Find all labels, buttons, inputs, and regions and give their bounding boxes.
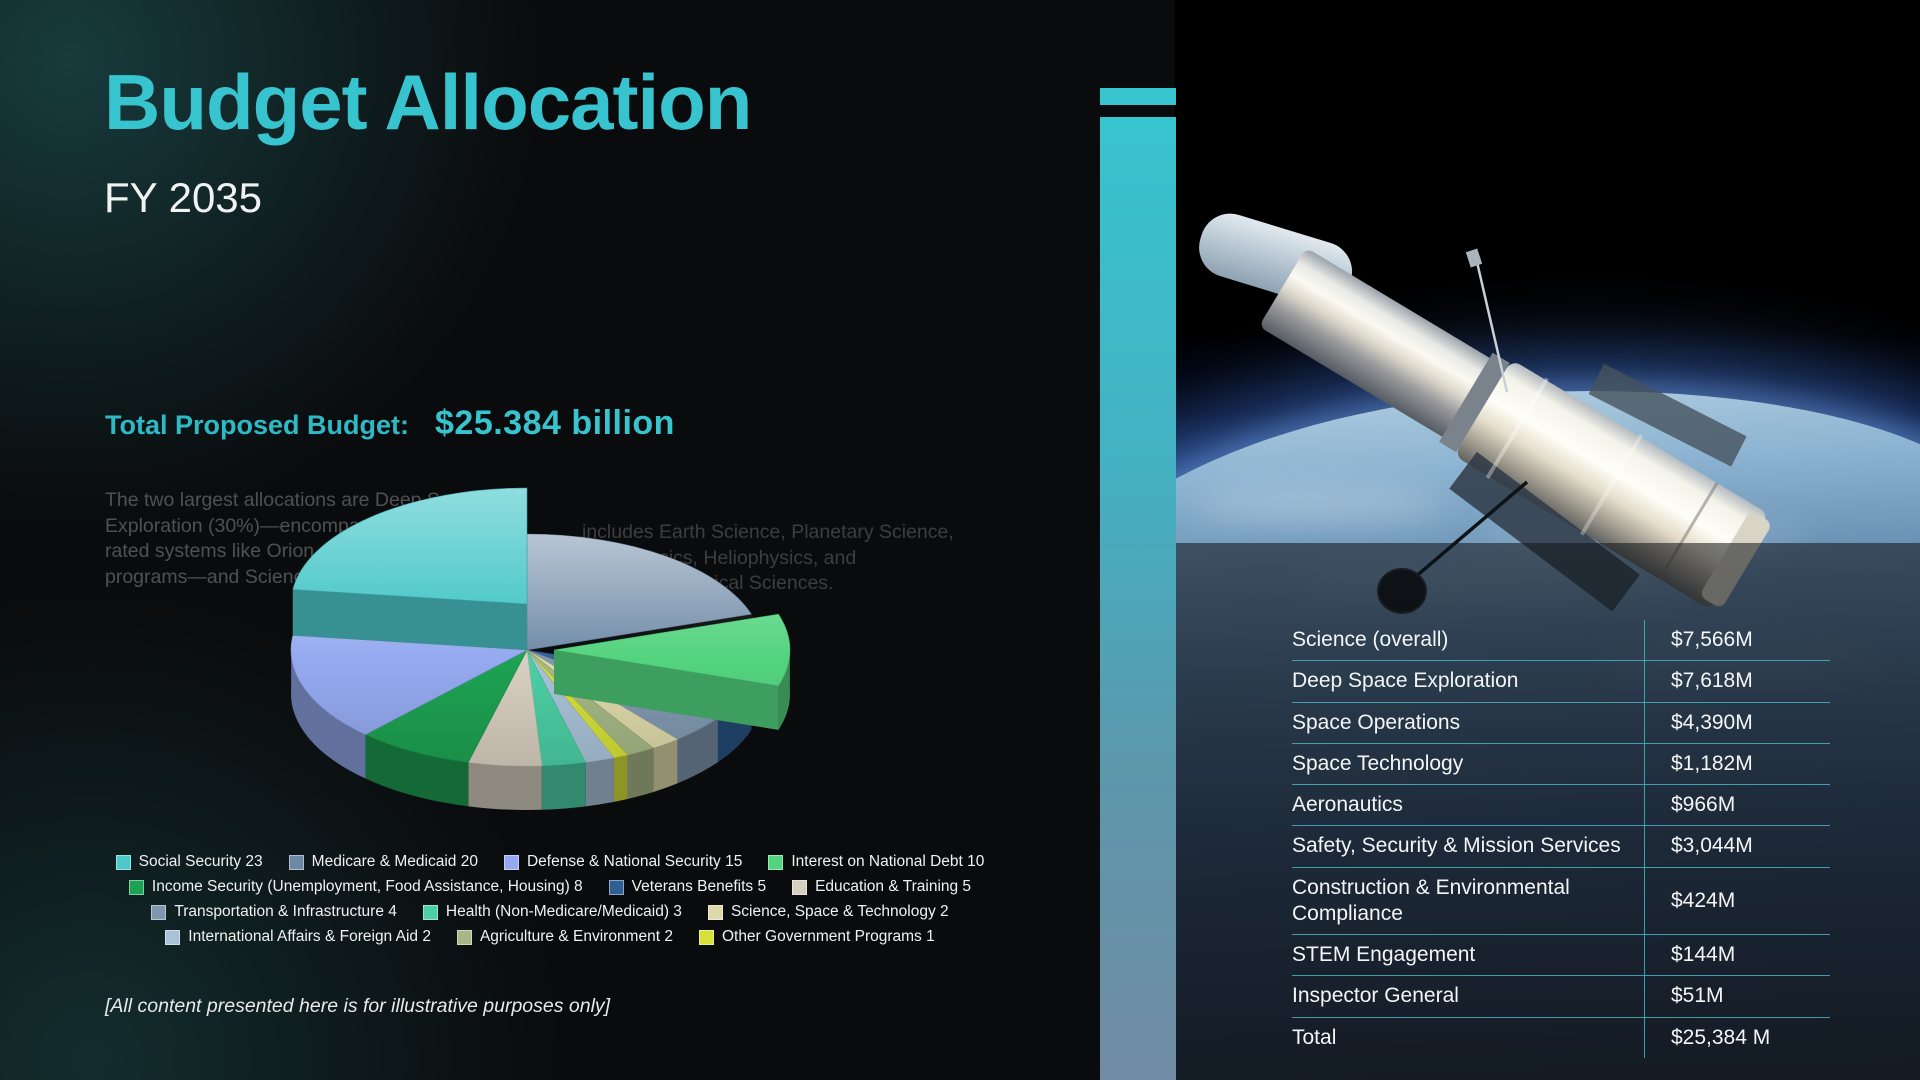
total-budget-label: Total Proposed Budget: bbox=[105, 410, 409, 440]
table-row-label: Science (overall) bbox=[1292, 628, 1449, 651]
legend-label: Transportation & Infrastructure 4 bbox=[174, 903, 397, 920]
legend-item: Transportation & Infrastructure 4 bbox=[151, 903, 397, 921]
total-budget-line: Total Proposed Budget: $25.384 billion bbox=[105, 404, 675, 443]
table-row: STEM Engagement $144M bbox=[1292, 935, 1830, 977]
legend-label: Interest on National Debt 10 bbox=[791, 853, 985, 870]
table-row-label: Safety, Security & Mission Services bbox=[1292, 834, 1621, 858]
table-row-label: Aeronautics bbox=[1292, 793, 1403, 816]
legend-item: Defense & National Security 15 bbox=[503, 853, 743, 871]
legend-label: International Affairs & Foreign Aid 2 bbox=[188, 928, 431, 945]
hubble-earth-photo bbox=[1175, 0, 1920, 1080]
table-row: Construction & Environmental Compliance $… bbox=[1292, 867, 1830, 935]
legend-item: Science, Space & Technology 2 bbox=[707, 903, 949, 921]
table-row: Safety, Security & Mission Services $3,04… bbox=[1292, 826, 1830, 868]
legend-item: Interest on National Debt 10 bbox=[768, 853, 984, 871]
table-row-value: $25,384 M bbox=[1644, 1017, 1830, 1058]
legend-item: International Affairs & Foreign Aid 2 bbox=[165, 928, 431, 946]
table-row: Space Operations $4,390M bbox=[1292, 702, 1830, 744]
legend-swatch bbox=[128, 879, 144, 895]
table-row: Total $25,384 M bbox=[1292, 1017, 1830, 1058]
accent-bar-top-segment bbox=[1100, 88, 1176, 105]
budget-pie-chart bbox=[290, 487, 791, 810]
table-row-value: $1,182M bbox=[1644, 743, 1830, 784]
table-row: Space Technology $1,182M bbox=[1292, 743, 1830, 785]
table-row: Inspector General $51M bbox=[1292, 976, 1830, 1018]
pie-legend: Social Security 23 Medicare & Medicaid 20… bbox=[60, 853, 1040, 946]
legend-swatch bbox=[608, 879, 624, 895]
legend-row: Transportation & Infrastructure 4 Health … bbox=[60, 903, 1040, 921]
disclaimer-note: [All content presented here is for illus… bbox=[105, 995, 611, 1017]
legend-item: Veterans Benefits 5 bbox=[608, 878, 767, 896]
legend-label: Social Security 23 bbox=[138, 853, 263, 870]
legend-swatch bbox=[792, 879, 808, 895]
cloud bbox=[1195, 488, 1445, 522]
legend-row: International Affairs & Foreign Aid 2 Agr… bbox=[60, 928, 1040, 946]
legend-label: Agriculture & Environment 2 bbox=[479, 928, 673, 945]
table-row-label: Construction & Environmental Compliance bbox=[1292, 875, 1570, 925]
table-row-value: $51M bbox=[1644, 976, 1830, 1017]
legend-label: Other Government Programs 1 bbox=[721, 928, 935, 945]
photo-dark-overlay bbox=[1175, 543, 1920, 1080]
table-row: Science (overall) $7,566M bbox=[1292, 620, 1830, 662]
table-row-label: Total bbox=[1292, 1025, 1337, 1049]
legend-item: Agriculture & Environment 2 bbox=[456, 928, 673, 946]
table-row-value: $7,566M bbox=[1644, 620, 1830, 661]
table-row-label: Deep Space Exploration bbox=[1292, 669, 1519, 693]
legend-item: Income Security (Unemployment, Food Assi… bbox=[128, 878, 583, 896]
antenna bbox=[1475, 261, 1509, 393]
legend-swatch bbox=[456, 929, 472, 945]
table-row-value: $4,390M bbox=[1644, 702, 1830, 743]
legend-swatch bbox=[288, 854, 304, 870]
accent-bar bbox=[1100, 117, 1176, 1080]
table-row-value: $7,618M bbox=[1644, 661, 1830, 702]
table-row-value: $424M bbox=[1644, 867, 1830, 934]
legend-label: Veterans Benefits 5 bbox=[631, 878, 767, 895]
legend-label: Medicare & Medicaid 20 bbox=[311, 853, 478, 870]
table-row-value: $144M bbox=[1644, 935, 1830, 976]
legend-swatch bbox=[151, 904, 167, 920]
legend-item: Medicare & Medicaid 20 bbox=[288, 853, 478, 871]
legend-swatch bbox=[707, 904, 723, 920]
legend-swatch bbox=[422, 904, 438, 920]
page-title: Budget Allocation bbox=[104, 58, 752, 146]
header: Budget Allocation FY 2035 bbox=[104, 58, 752, 222]
total-budget-value: $25.384 billion bbox=[435, 404, 675, 442]
legend-swatch bbox=[503, 854, 519, 870]
legend-swatch bbox=[115, 854, 131, 870]
legend-item: Health (Non-Medicare/Medicaid) 3 bbox=[422, 903, 682, 921]
legend-item: Social Security 23 bbox=[115, 853, 263, 871]
legend-swatch bbox=[768, 854, 784, 870]
legend-item: Other Government Programs 1 bbox=[698, 928, 935, 946]
table-row: Deep Space Exploration $7,618M bbox=[1292, 661, 1830, 703]
legend-row: Social Security 23 Medicare & Medicaid 20… bbox=[60, 853, 1040, 871]
table-row-label: STEM Engagement bbox=[1292, 943, 1476, 966]
legend-swatch bbox=[165, 929, 181, 945]
legend-label: Health (Non-Medicare/Medicaid) 3 bbox=[445, 903, 682, 920]
page-subtitle: FY 2035 bbox=[104, 173, 263, 221]
table-row-label: Inspector General bbox=[1292, 984, 1459, 1008]
budget-table: Science (overall) $7,566M Deep Space Explo… bbox=[1292, 620, 1830, 1058]
legend-row: Income Security (Unemployment, Food Assi… bbox=[60, 878, 1040, 896]
legend-label: Science, Space & Technology 2 bbox=[730, 903, 949, 920]
table-row-value: $966M bbox=[1644, 785, 1830, 826]
legend-label: Defense & National Security 15 bbox=[526, 853, 743, 870]
legend-swatch bbox=[698, 929, 714, 945]
table-row-value: $3,044M bbox=[1644, 826, 1830, 867]
table-row-label: Space Operations bbox=[1292, 710, 1461, 734]
legend-label: Income Security (Unemployment, Food Assi… bbox=[151, 878, 583, 895]
table-row: Aeronautics $966M bbox=[1292, 785, 1830, 827]
legend-label: Education & Training 5 bbox=[815, 878, 972, 895]
table-row-label: Space Technology bbox=[1292, 751, 1464, 775]
legend-item: Education & Training 5 bbox=[792, 878, 971, 896]
